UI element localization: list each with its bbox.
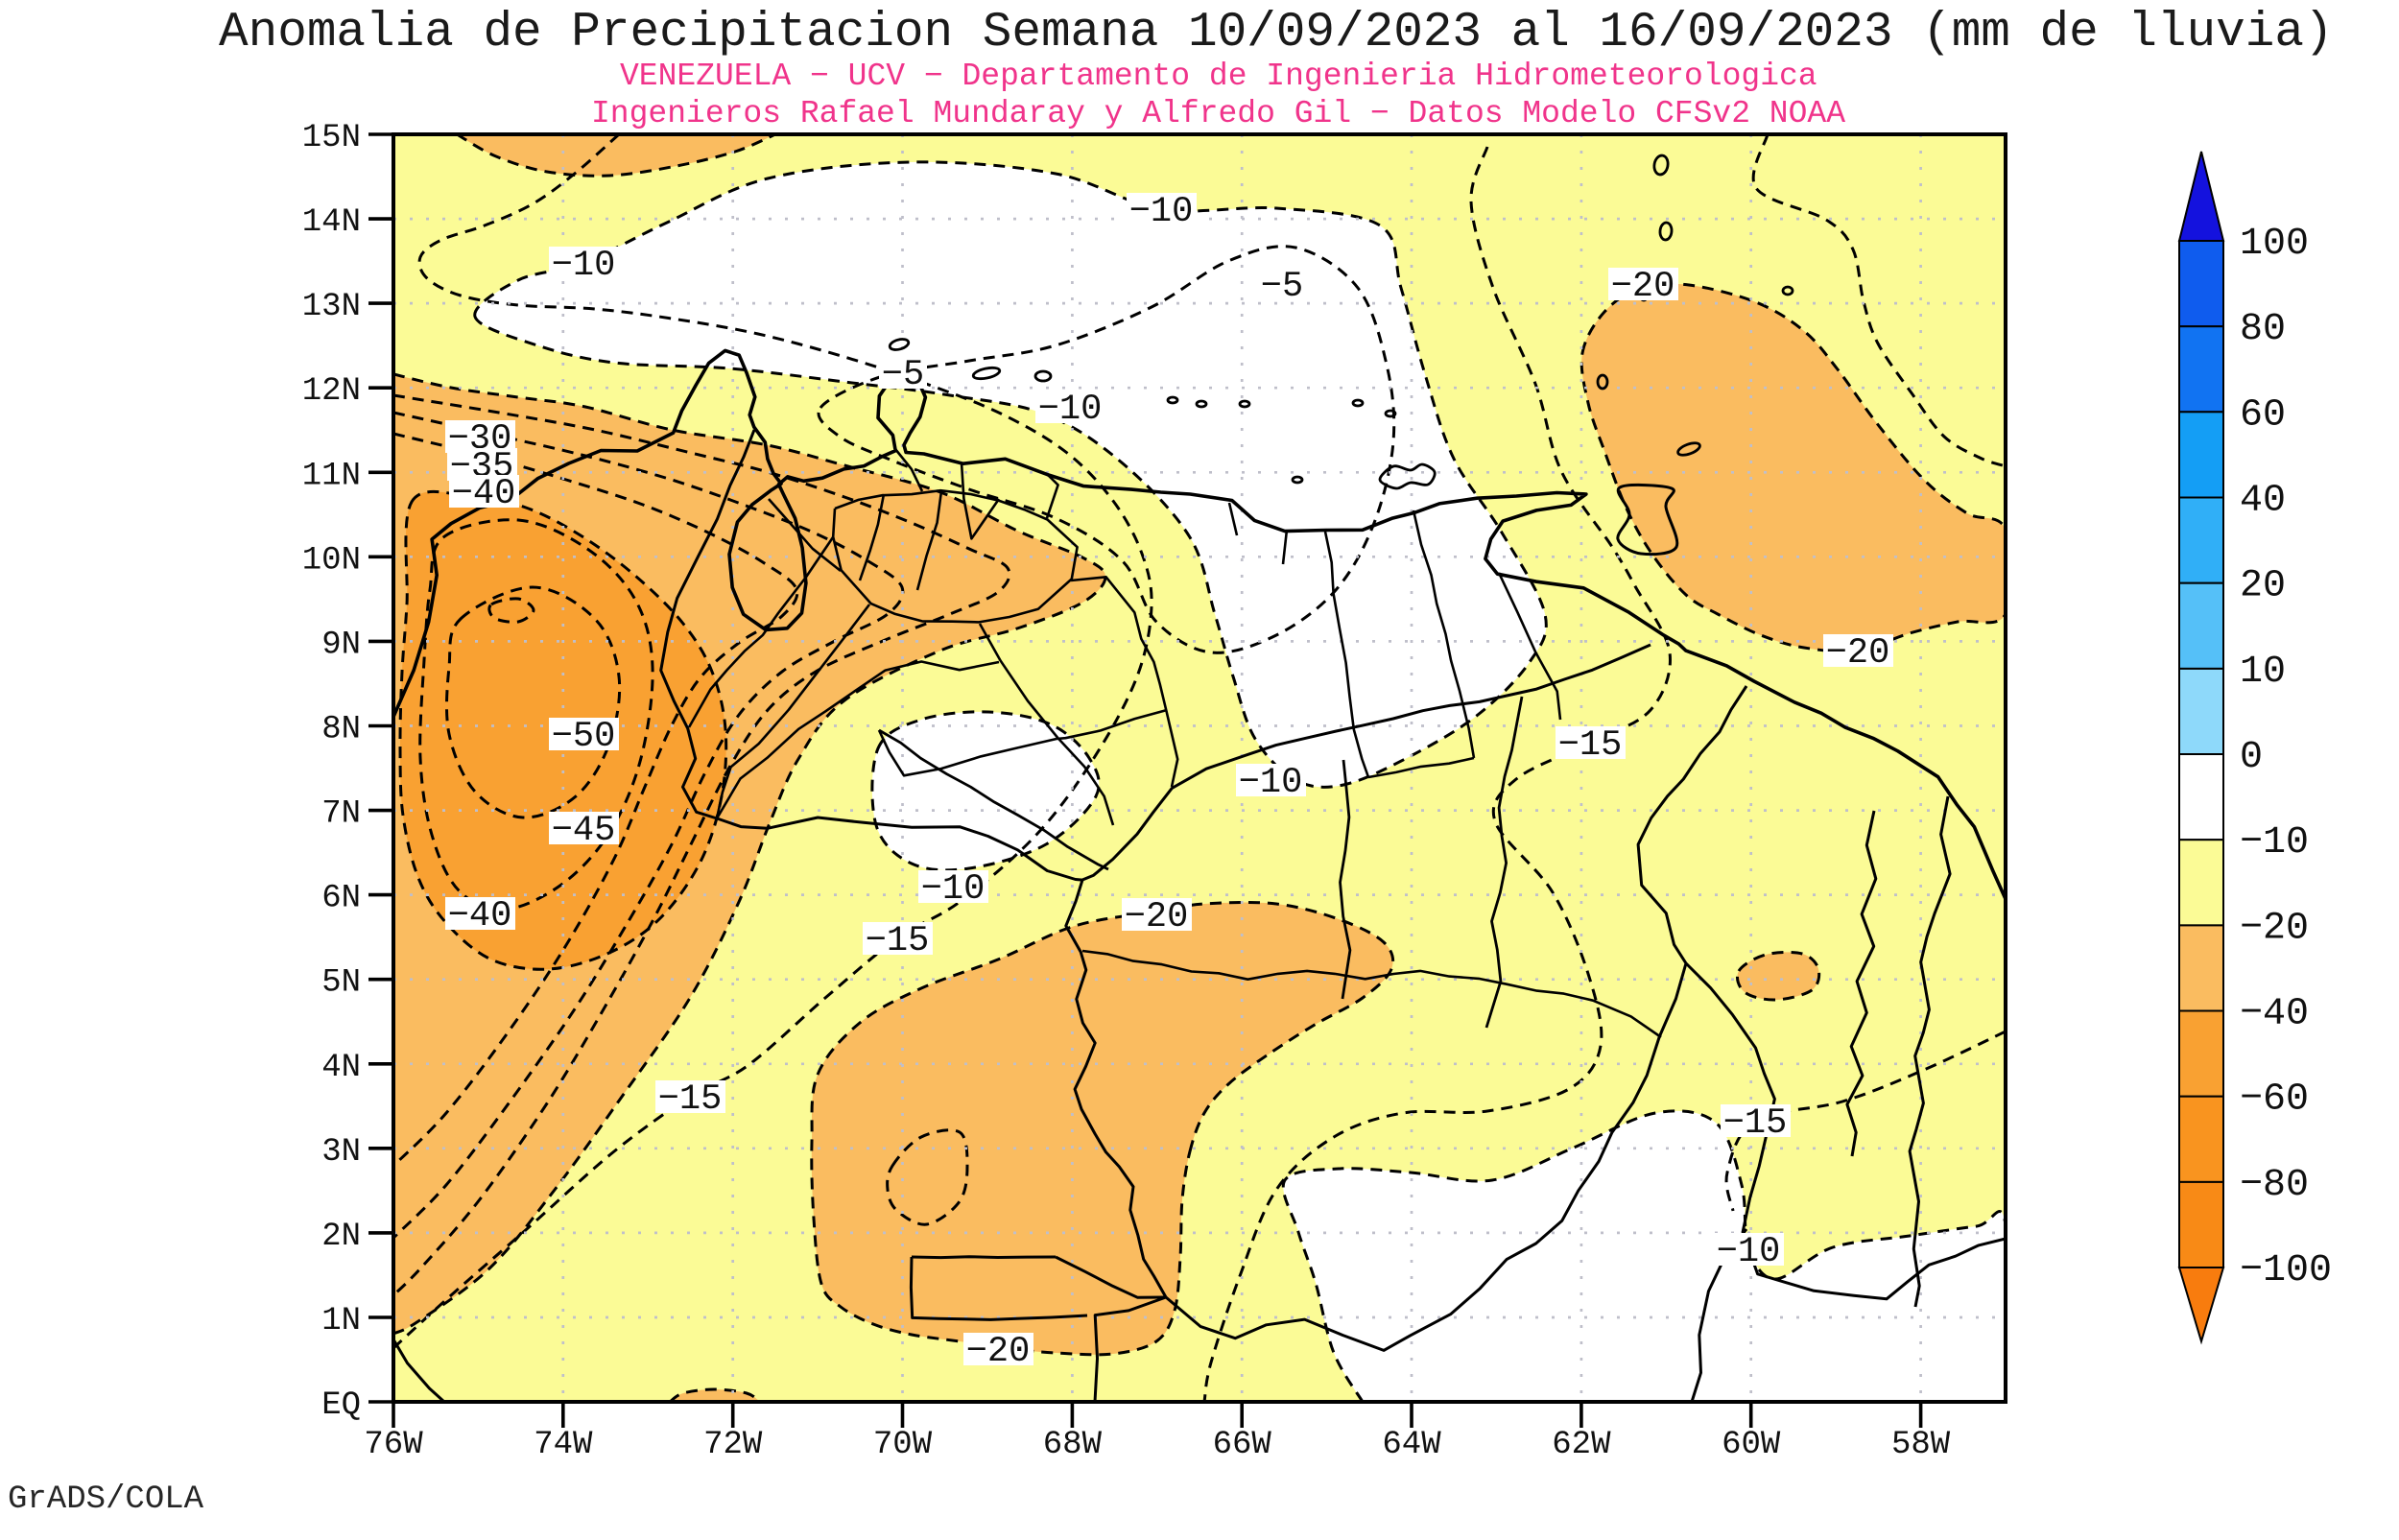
svg-text:76W: 76W [364,1427,423,1463]
svg-text:0: 0 [2240,736,2263,779]
svg-text:−15: −15 [1723,1103,1788,1144]
svg-text:62W: 62W [1552,1427,1611,1463]
svg-text:−10: −10 [2240,821,2309,865]
svg-text:−5: −5 [882,355,924,395]
svg-text:14N: 14N [302,204,361,241]
svg-text:−10: −10 [1038,390,1103,430]
svg-text:4N: 4N [321,1050,361,1086]
svg-text:13N: 13N [302,289,361,325]
svg-text:VENEZUELA − UCV − Departamento: VENEZUELA − UCV − Departamento de Ingeni… [620,59,1817,94]
svg-text:−10: −10 [1129,192,1194,232]
svg-text:−5: −5 [1261,267,1303,307]
svg-text:−10: −10 [552,246,616,286]
svg-text:10N: 10N [302,542,361,579]
svg-text:15N: 15N [302,120,361,156]
svg-text:−15: −15 [1558,725,1623,766]
svg-text:−50: −50 [552,717,616,757]
svg-text:Ingenieros Rafael Mundaray y A: Ingenieros Rafael Mundaray y Alfredo Gil… [591,96,1845,131]
svg-text:−40: −40 [2240,993,2309,1036]
svg-text:−15: −15 [866,921,930,961]
svg-text:−10: −10 [921,869,986,910]
svg-text:10: 10 [2240,651,2286,694]
svg-text:−10: −10 [1239,763,1303,803]
svg-text:64W: 64W [1382,1427,1441,1463]
svg-text:60: 60 [2240,393,2286,437]
svg-text:−10: −10 [1717,1232,1781,1272]
svg-text:60W: 60W [1722,1427,1781,1463]
svg-text:9N: 9N [321,627,361,663]
svg-text:66W: 66W [1213,1427,1272,1463]
svg-text:80: 80 [2240,308,2286,351]
svg-text:Anomalia de Precipitacion Sema: Anomalia de Precipitacion Semana 10/09/2… [219,6,2334,60]
svg-text:EQ: EQ [321,1387,361,1424]
svg-text:−20: −20 [2240,907,2309,950]
svg-text:−20: −20 [966,1332,1031,1372]
svg-text:3N: 3N [321,1134,361,1171]
svg-text:70W: 70W [873,1427,933,1463]
svg-text:−20: −20 [1826,633,1890,674]
svg-text:−20: −20 [1125,897,1189,937]
svg-text:−40: −40 [448,896,512,936]
svg-text:58W: 58W [1891,1427,1951,1463]
svg-text:1N: 1N [321,1303,361,1339]
svg-text:−60: −60 [2240,1078,2309,1122]
svg-text:GrADS/COLA: GrADS/COLA [8,1481,204,1518]
svg-text:8N: 8N [321,712,361,748]
svg-text:−100: −100 [2240,1249,2332,1292]
svg-text:20: 20 [2240,565,2286,608]
svg-text:−20: −20 [1611,267,1675,307]
svg-text:−15: −15 [658,1079,723,1120]
svg-text:5N: 5N [321,965,361,1002]
svg-text:72W: 72W [703,1427,763,1463]
svg-text:100: 100 [2240,223,2309,266]
svg-text:11N: 11N [302,458,361,494]
svg-text:74W: 74W [534,1427,593,1463]
svg-text:−80: −80 [2240,1164,2309,1207]
svg-text:−40: −40 [452,474,516,514]
svg-text:2N: 2N [321,1219,361,1255]
svg-text:−45: −45 [552,811,616,851]
svg-text:12N: 12N [302,373,361,410]
svg-text:7N: 7N [321,796,361,833]
svg-text:40: 40 [2240,480,2286,523]
svg-text:6N: 6N [321,881,361,917]
svg-text:68W: 68W [1043,1427,1103,1463]
